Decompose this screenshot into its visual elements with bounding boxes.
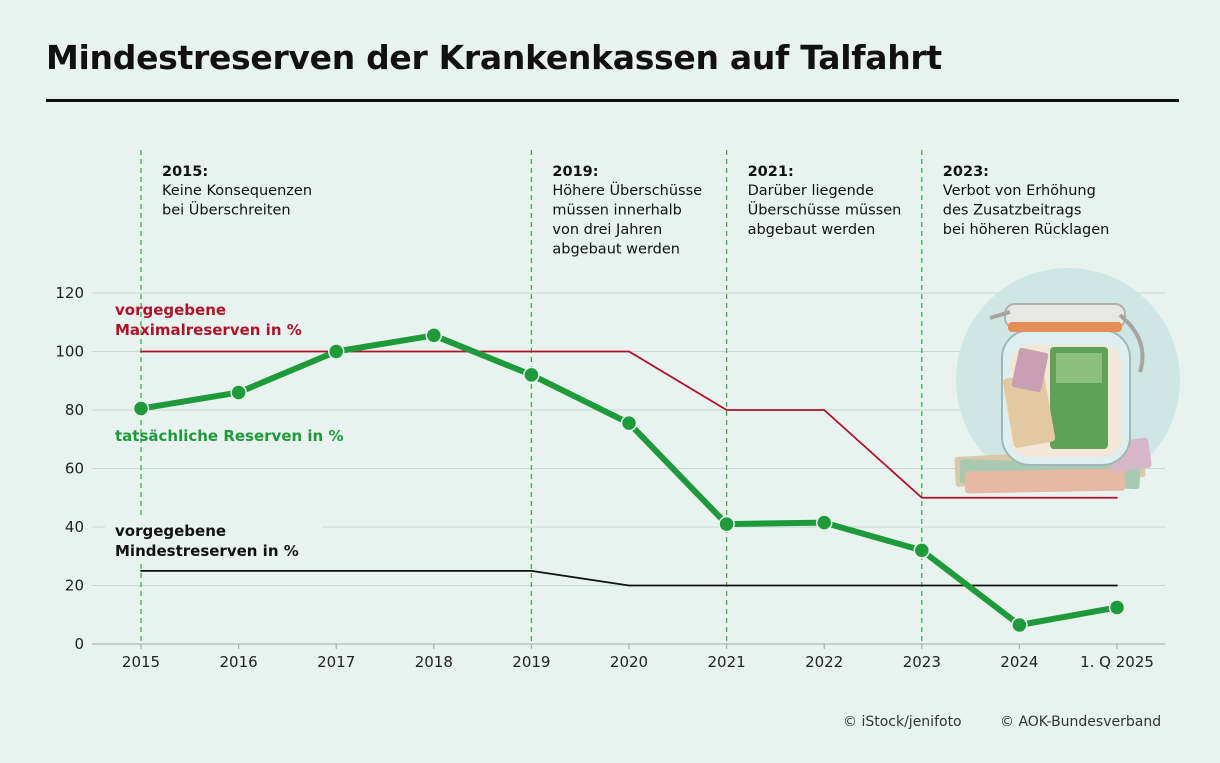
data-point [132, 400, 150, 417]
data-point [718, 515, 735, 533]
x-tick-label: 2015 [122, 653, 160, 671]
annotation-text: Überschüsse müssen [748, 201, 902, 219]
x-tick-label: 2016 [220, 653, 258, 671]
y-tick-label: 100 [55, 343, 84, 361]
x-tick-label: 1. Q 2025 [1080, 653, 1154, 671]
series-line-max [140, 350, 1118, 499]
data-point [1011, 616, 1028, 634]
annotation-lines [140, 150, 923, 644]
annotation-year: 2019: [552, 164, 598, 180]
series-line-min [140, 569, 1118, 587]
annotation-text: Darüber liegende [748, 183, 874, 199]
y-tick-label: 40 [65, 518, 84, 536]
annotation-text: bei höheren Rücklagen [943, 222, 1110, 238]
y-tick-label: 0 [74, 635, 84, 653]
axes: 0 20 40 60 80 100 120 2015 2016 2017 2018 2019 2020 2… [55, 284, 1165, 671]
annotation-year: 2015: [162, 164, 208, 180]
y-tick-label: 120 [55, 284, 84, 302]
annotation-text: von drei Jahren [552, 222, 662, 238]
annotation-text: Keine Konsequenzen [162, 183, 312, 199]
x-tick-label: 2019 [512, 653, 550, 671]
credit-photo: © iStock/jenifoto [843, 714, 962, 730]
credit-org: © AOK-Bundesverband [1000, 714, 1162, 730]
y-tick-label: 20 [65, 577, 84, 595]
annotation-year: 2021: [748, 164, 794, 180]
series-label-actual: tatsächliche Reserven in % [115, 427, 343, 445]
annotation-text: des Zusatzbeitrags [943, 203, 1082, 219]
title-rule [46, 99, 1179, 102]
annotations: 2015: Keine Konsequenzen bei Überschreiten… [162, 164, 1109, 258]
data-point [425, 327, 443, 344]
y-tick-label: 60 [65, 460, 84, 478]
data-point [1108, 599, 1126, 616]
data-point [913, 542, 931, 559]
series-label-min: vorgegebene [115, 522, 226, 540]
money-jar-icon [952, 268, 1180, 496]
x-tick-label: 2022 [805, 653, 843, 671]
annotation-text: bei Überschreiten [162, 201, 291, 219]
data-point [327, 343, 345, 360]
annotation-text: abgebaut werden [748, 222, 876, 238]
annotation-text: Höhere Überschüsse [552, 181, 702, 199]
annotation-text: abgebaut werden [552, 242, 680, 258]
data-point [230, 384, 247, 401]
x-tick-label: 2021 [708, 653, 746, 671]
series-label-max: Maximalreserven in % [115, 321, 302, 339]
annotation-text: Verbot von Erhöhung [943, 183, 1096, 199]
data-point [523, 366, 540, 384]
annotation-text: müssen innerhalb [552, 203, 682, 219]
x-tick-label: 2023 [903, 653, 941, 671]
x-tick-label: 2020 [610, 653, 648, 671]
data-point [815, 514, 833, 531]
data-point [620, 414, 638, 432]
x-tick-label: 2018 [415, 653, 453, 671]
series-label-max: vorgegebene [115, 301, 226, 319]
label-backdrop [105, 515, 323, 563]
x-tick-label: 2024 [1000, 653, 1038, 671]
annotation-year: 2023: [943, 164, 989, 180]
series-labels: vorgegebene Maximalreserven in % tatsächli… [105, 301, 343, 563]
series-label-min: Mindestreserven in % [115, 542, 299, 560]
data-markers [132, 327, 1126, 634]
x-tick-label: 2017 [317, 653, 355, 671]
chart-title: Mindestreserven der Krankenkassen auf Ta… [46, 38, 942, 77]
y-tick-label: 80 [65, 401, 84, 419]
